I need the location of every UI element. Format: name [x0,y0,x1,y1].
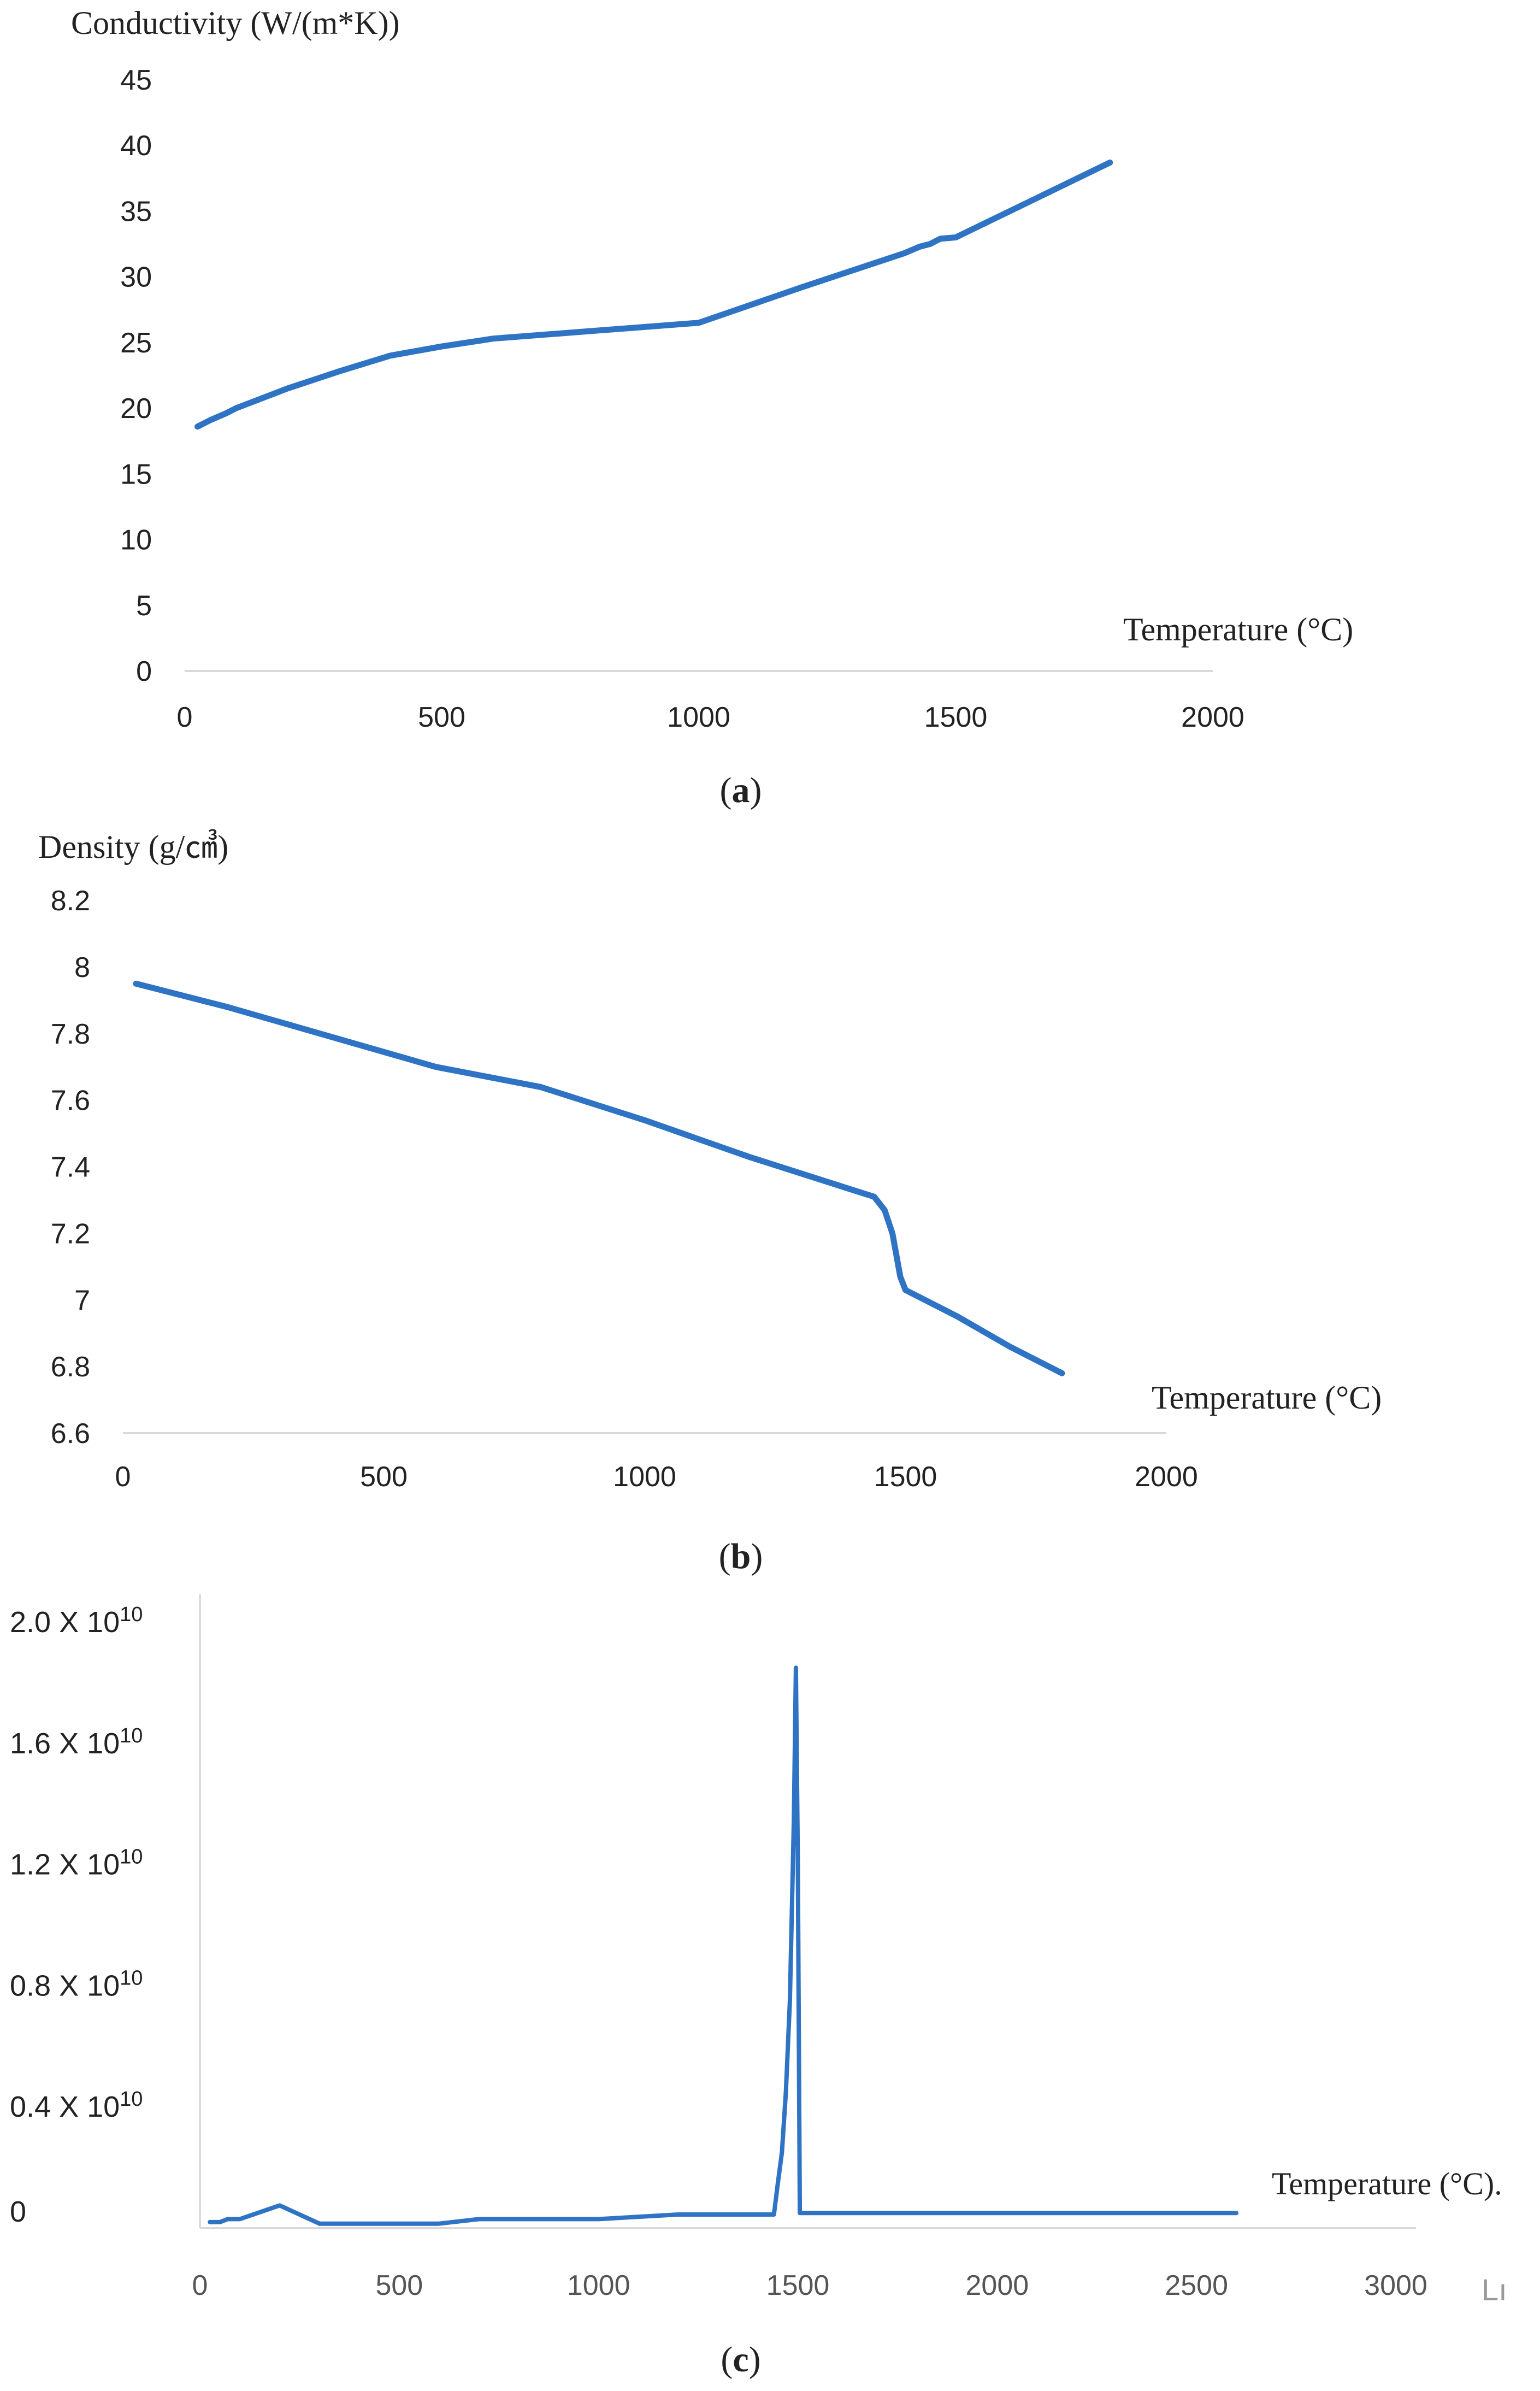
panel-c-caption-letter: c [733,2340,748,2380]
panel-c-x-axis-title: Temperature (°C). [1272,2166,1502,2201]
panel-a-y-tick-label: 5 [136,590,152,622]
panel-c-corner-mark: Lı [1482,2272,1507,2307]
panel-b-y-tick-label: 7 [74,1285,90,1316]
panel-c-x-tick-label: 500 [375,2270,423,2301]
panel-b-y-tick-label: 8 [74,952,90,984]
panel-b-density-chart: Density (g/㎤) 6.6 6.8 7 7.2 7.4 7.6 7.8 8 8.2 0 5… [38,829,1382,1576]
panel-c-x-tick-label: 1500 [766,2270,830,2301]
panel-b-y-tick-label: 7.6 [51,1085,90,1117]
panel-b-y-tick-labels: 6.6 6.8 7 7.2 7.4 7.6 7.8 8 8.2 [51,885,90,1450]
panel-b-x-tick-label: 0 [115,1461,131,1493]
panel-b-x-tick-label: 2000 [1135,1461,1198,1493]
panel-b-y-tick-label: 7.8 [51,1018,90,1050]
panel-a-y-tick-label: 15 [120,458,152,490]
panel-a-series [194,160,1113,430]
panel-b-y-tick-label: 6.8 [51,1351,90,1383]
panel-c-specific-heat-chart: 0 0.4 X 1010 0.8 X 1010 1.2 X 1010 1.6 X 101… [10,1594,1507,2380]
panel-c-x-tick-label: 1000 [567,2270,630,2301]
panel-c-y-tick-label: 2.0 X 1010 [10,1603,143,1639]
panel-a-y-tick-label: 10 [120,525,152,556]
panel-c-y-tick-label: 1.2 X 1010 [10,1846,143,1881]
panel-b-y-tick-label: 6.6 [51,1418,90,1450]
panel-a-x-tick-labels: 0 500 1000 1500 2000 [177,702,1244,733]
panel-c-x-tick-labels: 0 500 1000 1500 2000 2500 3000 [192,2270,1427,2301]
panel-a-x-tick-label: 500 [418,702,465,733]
panel-a-y-axis-title: Conductivity (W/(m*K)) [71,5,400,41]
panel-a-y-tick-label: 20 [120,393,152,425]
panel-a-y-tick-labels: 0 5 10 15 20 25 30 35 40 45 [120,64,152,687]
panel-a-y-tick-label: 30 [120,262,152,293]
panel-a-y-tick-label: 25 [120,327,152,359]
panel-a-y-tick-label: 35 [120,196,152,227]
panel-c-series-line [208,1665,1239,2226]
panel-b-y-tick-label: 8.2 [51,885,90,917]
panel-a-x-tick-label: 0 [177,702,193,733]
panel-c-y-tick-label: 0.4 X 1010 [10,2088,143,2123]
panel-b-x-tick-labels: 0 500 1000 1500 2000 [115,1461,1198,1493]
panel-b-caption: (b) [719,1536,763,1576]
panel-c-x-tick-label: 0 [192,2270,208,2301]
panel-a-x-tick-label: 2000 [1181,702,1244,733]
panel-a-x-tick-label: 1500 [924,702,988,733]
panel-b-series [133,980,1065,1376]
panel-c-y-tick-label: 0.8 X 1010 [10,1966,143,2002]
panel-b-x-tick-label: 500 [360,1461,408,1493]
panel-c-y-tick-labels: 0 0.4 X 1010 0.8 X 1010 1.2 X 1010 1.6 X 101… [10,1603,143,2228]
panel-c-series [208,1665,1239,2226]
panel-b-series-line [133,980,1065,1376]
panel-b-x-axis-title: Temperature (°C) [1152,1380,1382,1416]
panel-b-x-tick-label: 1500 [874,1461,937,1493]
panel-c-x-tick-label: 3000 [1364,2270,1427,2301]
panel-c-y-tick-label: 1.6 X 1010 [10,1724,143,1760]
panel-b-caption-letter: b [731,1536,751,1576]
panel-b-y-tick-label: 7.2 [51,1218,90,1250]
panel-c-y-tick-label: 0 [10,2195,26,2228]
panel-c-caption: (c) [721,2340,760,2380]
panel-a-x-axis-title: Temperature (°C) [1123,611,1353,647]
panel-c-x-tick-label: 2500 [1165,2270,1228,2301]
panel-a-y-tick-label: 0 [136,656,152,687]
panel-a-series-line [194,160,1113,430]
panel-a-caption: (a) [720,770,762,810]
panel-a-x-tick-label: 1000 [667,702,730,733]
panel-b-y-tick-label: 7.4 [51,1152,90,1183]
panel-a-y-tick-label: 45 [120,64,152,96]
panel-a-y-tick-label: 40 [120,130,152,162]
panel-c-x-tick-label: 2000 [965,2270,1029,2301]
panel-a-caption-letter: a [732,770,750,810]
panel-a-conductivity-chart: Conductivity (W/(m*K)) 0 5 10 15 20 25 30 35 40 4… [71,5,1353,810]
panel-b-y-axis-title: Density (g/㎤) [38,829,228,865]
panel-b-x-tick-label: 1000 [613,1461,676,1493]
